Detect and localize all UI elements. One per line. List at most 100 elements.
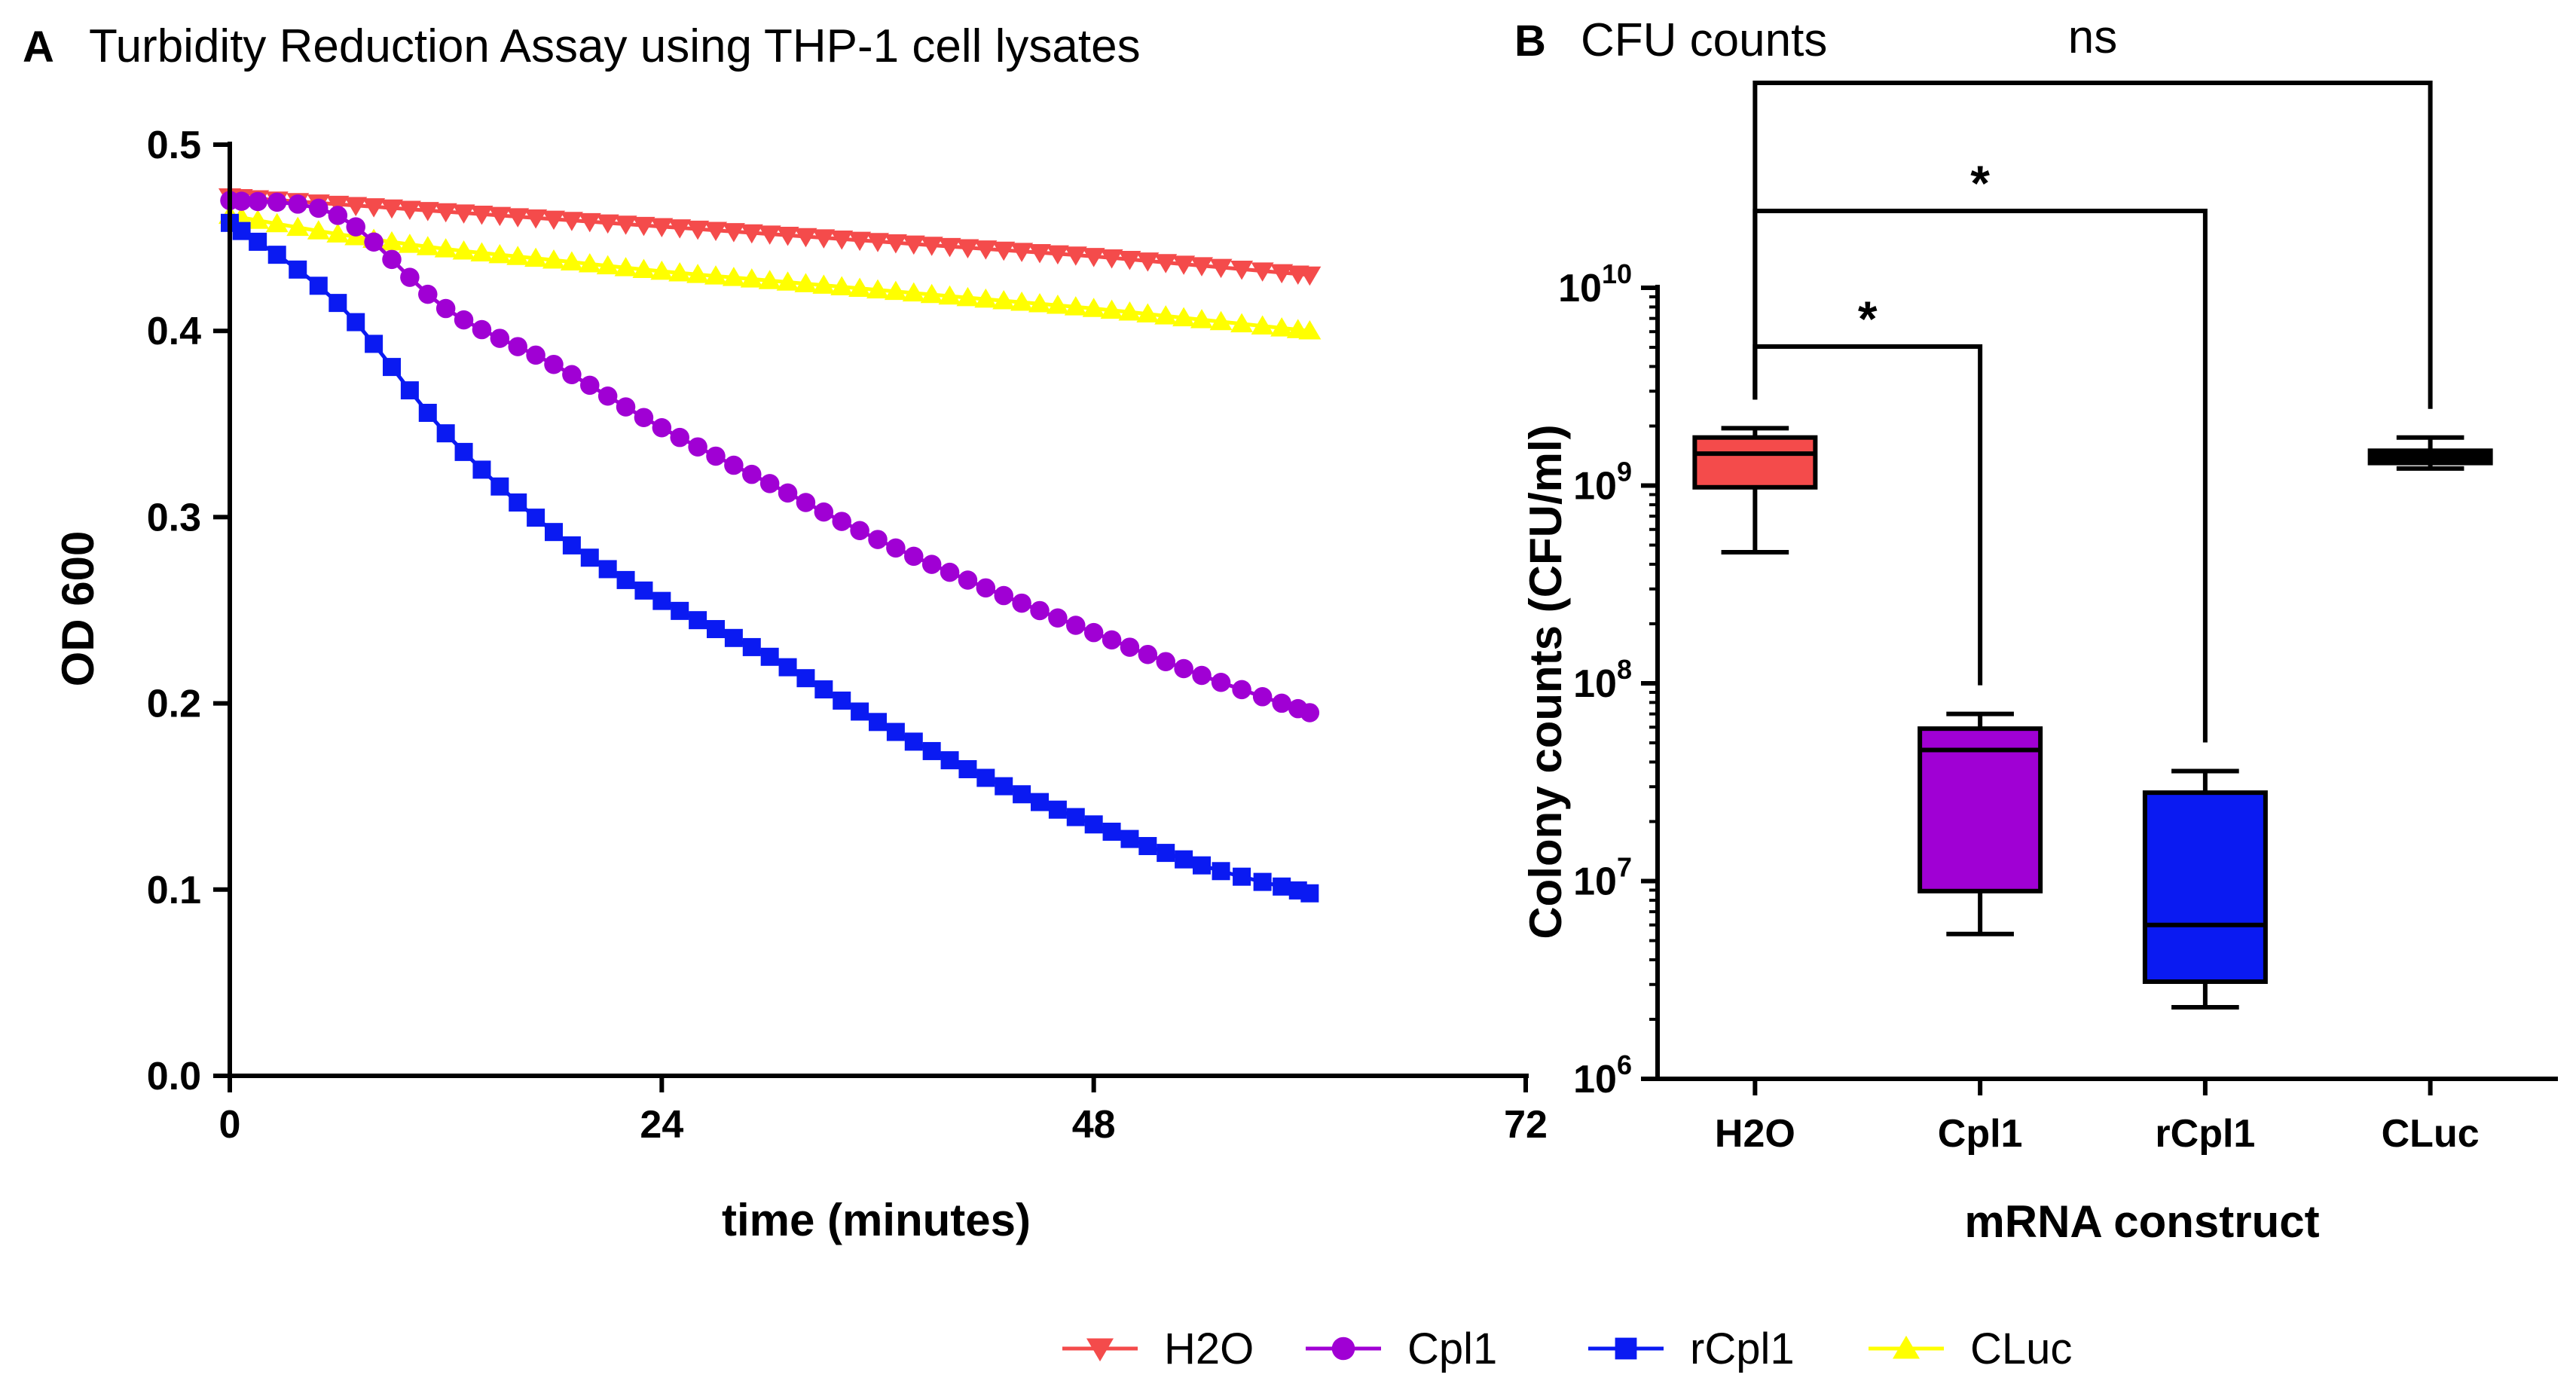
data-point-rcpl1 [976, 768, 995, 787]
data-point-cluc [740, 268, 763, 288]
panel-a-title: Turbidity Reduction Assay using THP-1 ce… [89, 20, 1141, 72]
data-point-cluc [614, 257, 637, 276]
data-point-cpl1 [1048, 608, 1068, 628]
data-point-h2o [452, 204, 475, 224]
data-point-rcpl1 [886, 722, 905, 741]
data-point-cpl1 [1300, 703, 1320, 722]
data-point-h2o [722, 223, 745, 243]
data-point-cpl1 [886, 538, 906, 558]
data-point-cpl1 [796, 493, 816, 512]
data-point-cluc [434, 238, 457, 258]
y-tick-exponent: 10 [1602, 258, 1632, 289]
data-point-rcpl1 [562, 536, 581, 554]
data-point-rcpl1 [1233, 867, 1251, 886]
data-point-cpl1 [526, 345, 545, 365]
data-point-cpl1 [231, 191, 252, 211]
box-chart-x-axis-label: mRNA construct [1964, 1196, 2319, 1247]
data-point-cpl1 [1232, 680, 1251, 700]
series-line-rcpl1 [228, 221, 1310, 896]
data-point-rcpl1 [1273, 877, 1291, 896]
data-point-cpl1 [248, 191, 267, 212]
data-point-cpl1 [868, 530, 888, 549]
data-point-rcpl1 [922, 741, 941, 760]
y-tick-label: 107 [1573, 852, 1632, 904]
data-point-cluc [1136, 303, 1160, 323]
data-point-rcpl1 [347, 313, 365, 331]
data-point-cpl1 [328, 206, 348, 225]
data-point-h2o [596, 214, 619, 234]
x-tick-label: Cpl1 [1938, 1112, 2023, 1156]
data-point-cluc [506, 246, 530, 265]
box-chart-y-axis-label: Colony counts (CFU/ml) [1520, 424, 1571, 939]
data-point-cpl1 [346, 217, 365, 237]
x-tick-label: H2O [1715, 1112, 1795, 1156]
data-point-cluc [920, 283, 943, 304]
data-point-rcpl1 [634, 581, 653, 600]
data-point-cluc [974, 288, 998, 308]
data-point-cpl1 [1252, 687, 1273, 707]
data-point-rcpl1 [1013, 785, 1031, 804]
box-body [2142, 790, 2268, 985]
data-point-h2o [1298, 266, 1322, 286]
data-point-cluc [1100, 299, 1123, 319]
y-tick-label: 0.1 [147, 869, 201, 912]
legend-item-h2o: H2O [1062, 1324, 1254, 1373]
data-point-cpl1 [490, 328, 510, 348]
data-point-h2o [434, 203, 457, 223]
y-tick-base: 10 [1558, 267, 1602, 310]
data-point-h2o [614, 215, 637, 235]
data-point-h2o [1046, 245, 1069, 265]
x-tick-label: 48 [1072, 1103, 1116, 1147]
data-point-rcpl1 [580, 548, 599, 567]
data-point-cluc [1209, 310, 1233, 331]
data-point-cpl1 [634, 408, 654, 427]
data-point-cluc [326, 223, 350, 243]
data-point-rcpl1 [490, 477, 509, 496]
data-point-rcpl1 [454, 442, 473, 461]
data-point-h2o [1251, 262, 1274, 282]
data-point-cpl1 [994, 585, 1013, 606]
data-point-rcpl1 [742, 637, 761, 656]
significance-brackets: * * ns [1752, 11, 2433, 743]
data-point-rcpl1 [671, 601, 689, 620]
data-point-cluc [380, 231, 403, 251]
data-point-h2o [416, 202, 439, 221]
data-point-cluc [758, 270, 781, 289]
data-point-cpl1 [1272, 693, 1291, 713]
box-rcpl1 [2142, 768, 2268, 1010]
data-point-h2o [704, 221, 727, 241]
data-point-h2o [380, 199, 403, 219]
data-point-rcpl1 [1048, 800, 1067, 819]
data-point-cpl1 [1030, 600, 1050, 621]
data-point-cluc [992, 289, 1016, 310]
data-point-rcpl1 [1212, 862, 1230, 881]
box-body [1917, 726, 2043, 894]
data-point-h2o [488, 206, 512, 227]
data-point-rcpl1 [1175, 850, 1193, 869]
y-tick-exponent: 9 [1617, 457, 1632, 487]
data-point-cpl1 [1156, 652, 1175, 671]
data-point-rcpl1 [760, 647, 779, 666]
data-point-rcpl1 [436, 424, 455, 443]
data-point-rcpl1 [527, 509, 545, 527]
data-point-cpl1 [454, 310, 474, 330]
data-point-rcpl1 [1120, 829, 1139, 848]
data-point-rcpl1 [289, 260, 307, 279]
legend-item-rcpl1: rCpl1 [1588, 1324, 1795, 1373]
y-tick-label: 108 [1573, 654, 1632, 706]
data-point-rcpl1 [851, 702, 869, 721]
data-point-cluc [1046, 294, 1069, 314]
data-point-rcpl1 [958, 759, 977, 778]
data-point-rcpl1 [1157, 844, 1175, 863]
data-point-cpl1 [580, 375, 600, 396]
data-point-cluc [416, 236, 439, 255]
data-point-cpl1 [400, 267, 420, 287]
data-point-cpl1 [814, 502, 834, 522]
data-point-cpl1 [544, 354, 564, 374]
data-point-rcpl1 [904, 732, 923, 751]
data-point-cpl1 [778, 483, 798, 503]
data-point-cluc [542, 249, 565, 269]
